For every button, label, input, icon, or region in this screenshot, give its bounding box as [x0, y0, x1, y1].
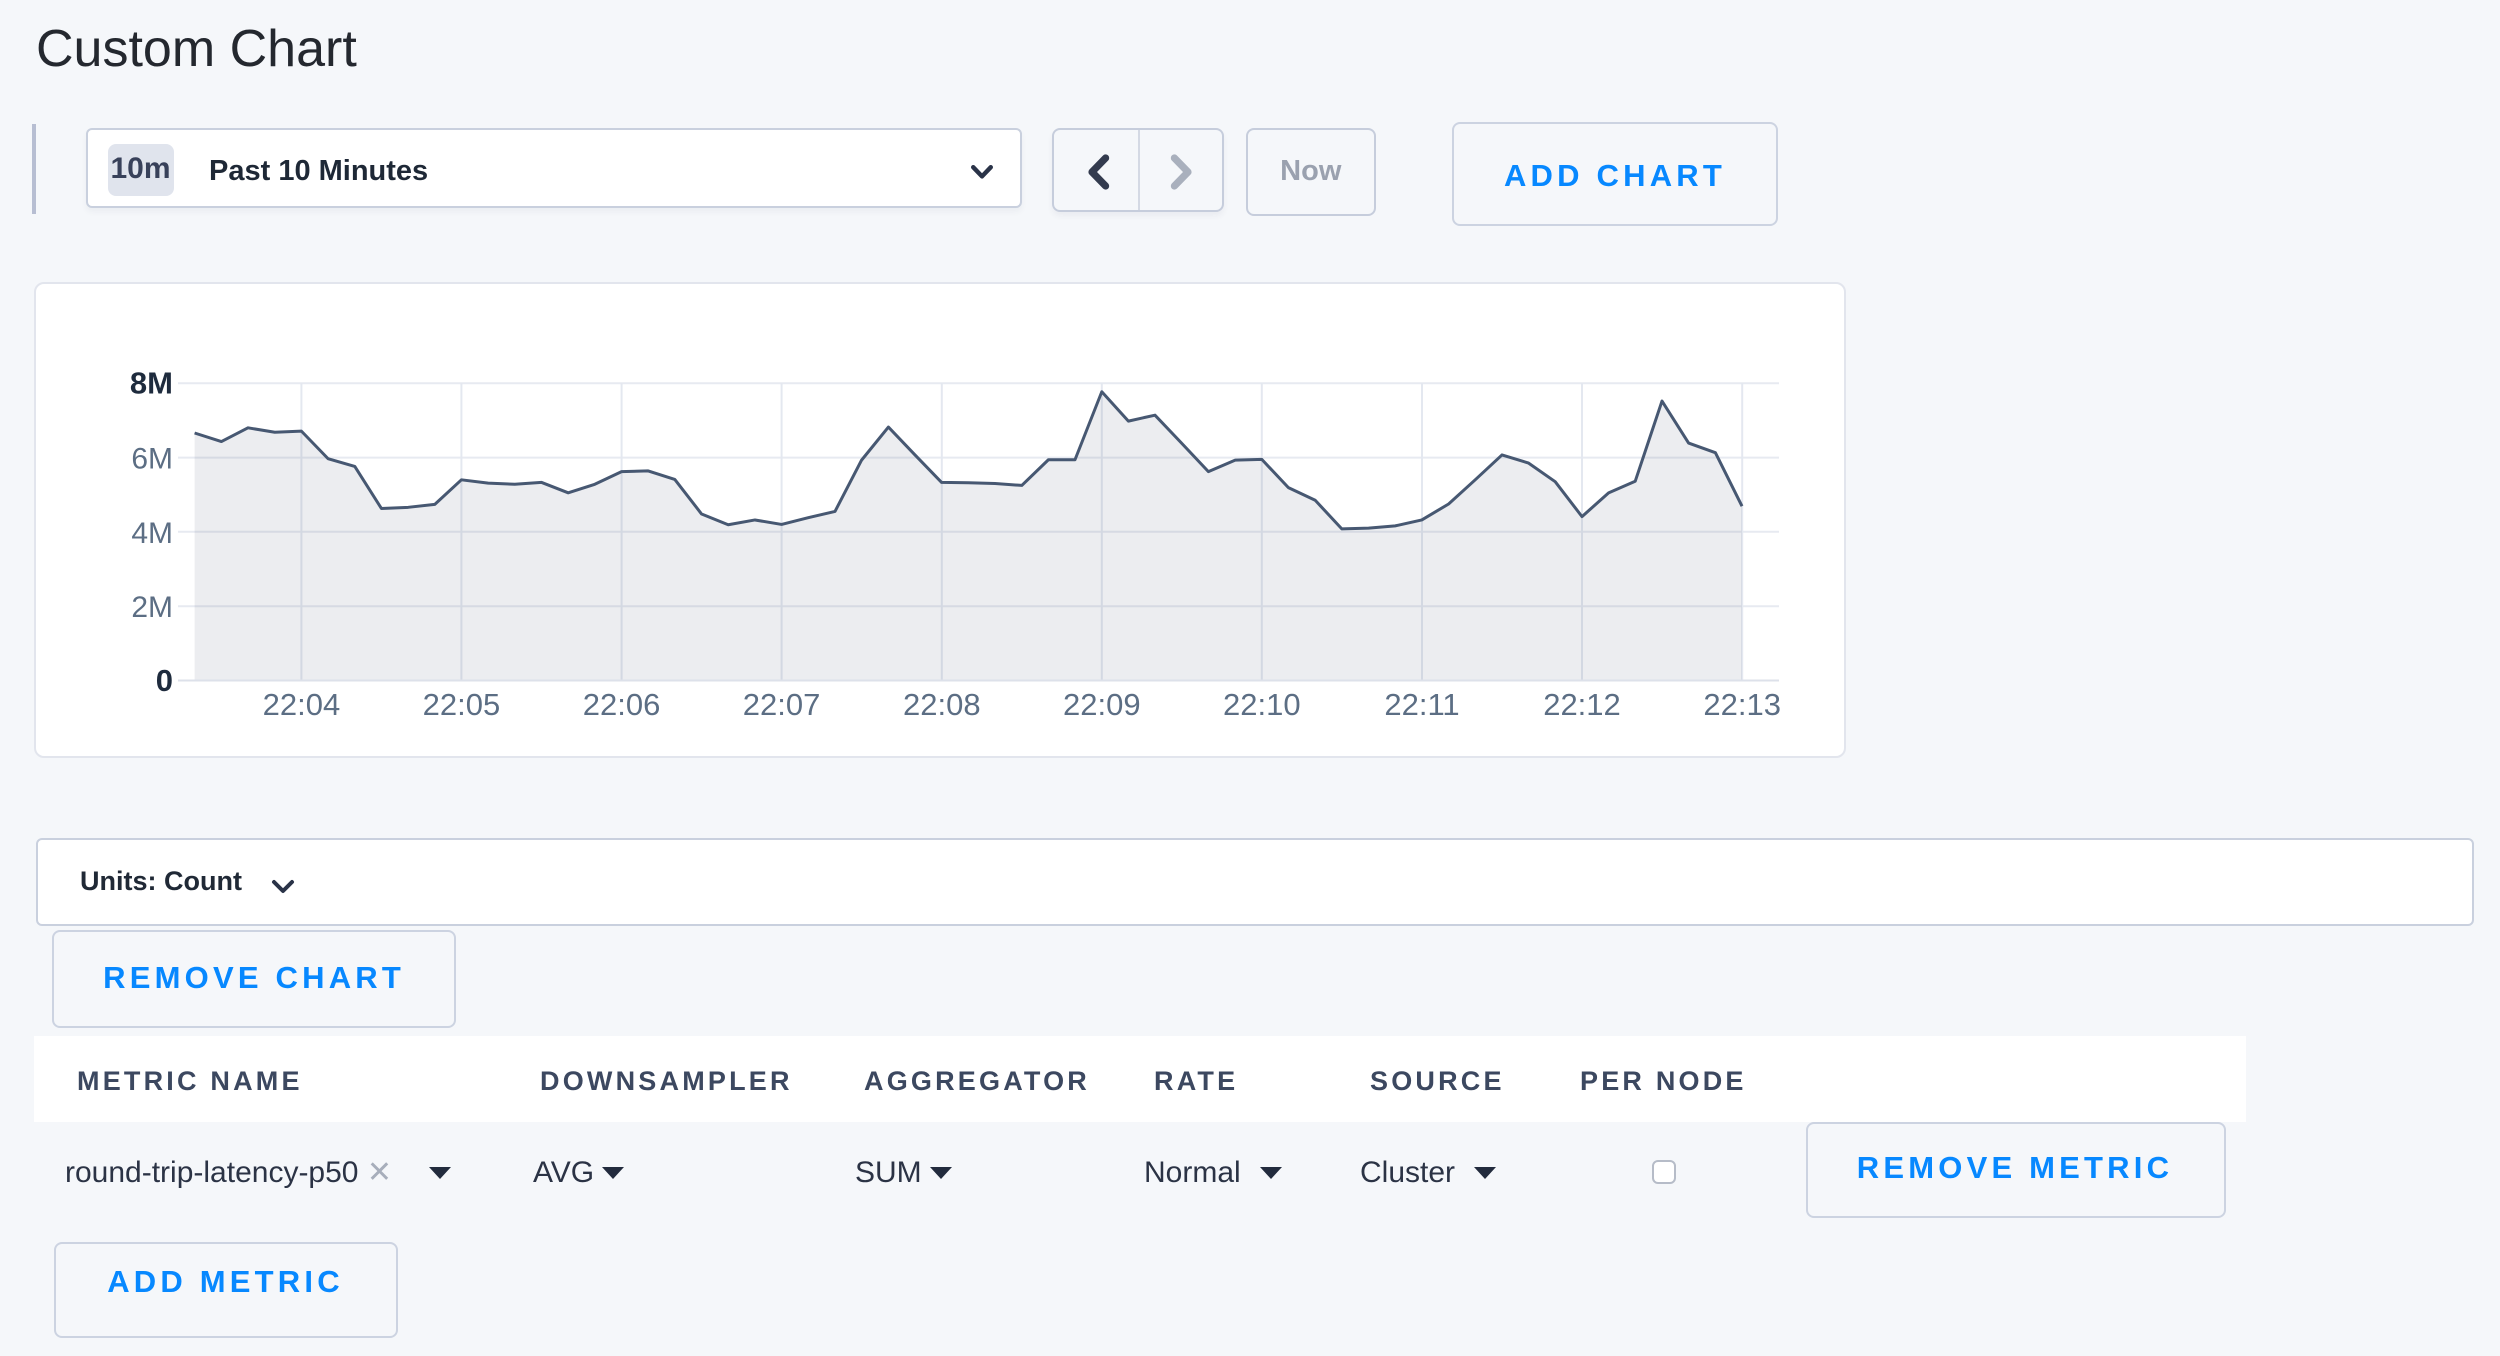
svg-text:22:05: 22:05 [423, 687, 501, 722]
svg-text:22:09: 22:09 [1063, 687, 1141, 722]
svg-text:8M: 8M [130, 366, 173, 401]
svg-text:22:06: 22:06 [583, 687, 661, 722]
svg-text:22:07: 22:07 [743, 687, 821, 722]
svg-text:22:13: 22:13 [1703, 687, 1781, 722]
svg-text:0: 0 [156, 663, 173, 698]
svg-text:6M: 6M [131, 443, 173, 476]
svg-text:2M: 2M [131, 591, 173, 624]
svg-text:22:12: 22:12 [1543, 687, 1621, 722]
svg-text:4M: 4M [131, 517, 173, 550]
svg-text:22:08: 22:08 [903, 687, 981, 722]
svg-text:22:10: 22:10 [1223, 687, 1301, 722]
svg-text:22:11: 22:11 [1384, 687, 1459, 722]
svg-text:22:04: 22:04 [263, 687, 341, 722]
